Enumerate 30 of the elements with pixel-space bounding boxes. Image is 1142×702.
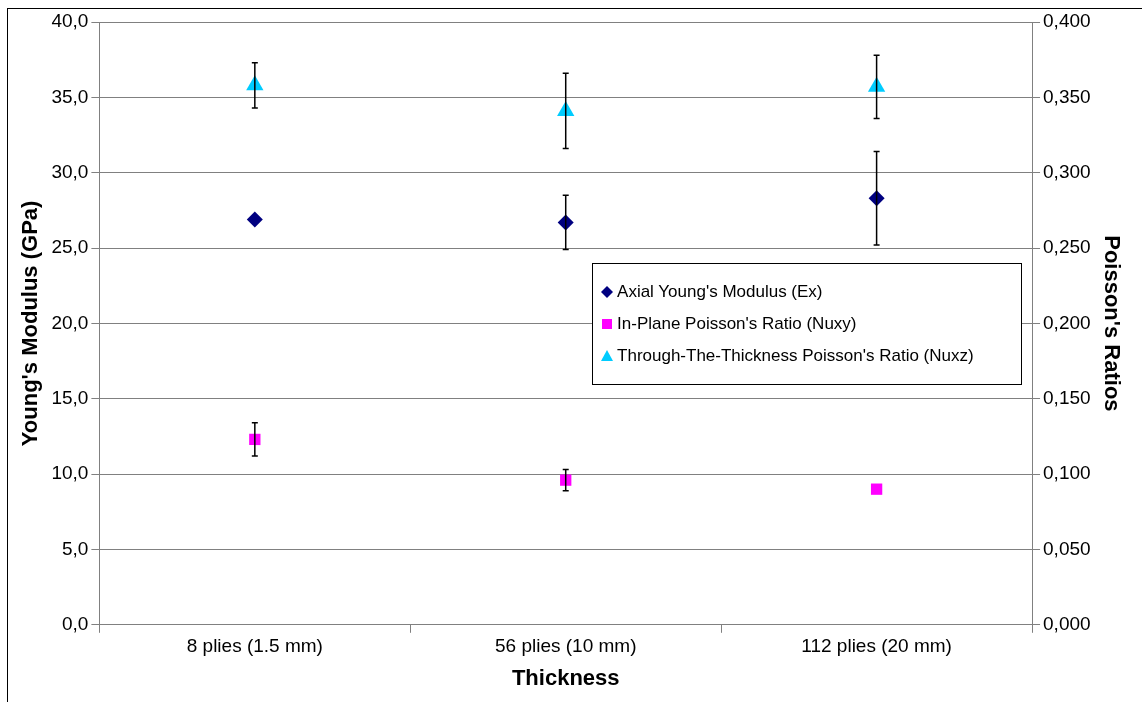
y2-tick-label: 0,100 [1043,462,1091,484]
y-axis-title: Young's Modulus (GPa) [17,200,43,447]
x-tick-label: 112 plies (20 mm) [801,635,952,657]
legend-label: Through-The-Thickness Poisson's Ratio (Nuxz) [617,346,974,367]
y2-tick-label: 0,200 [1043,311,1091,333]
legend-label: In-Plane Poisson's Ratio (Nuxy) [617,314,857,335]
x-axis-title: Thickness [511,664,620,690]
y-tick-label: 0,0 [61,613,89,635]
legend-label: Axial Young's Modulus (Ex) [617,282,823,303]
y2-tick-label: 0,300 [1043,160,1091,182]
point [870,483,883,495]
y2-tick-label: 0,050 [1043,537,1091,559]
y2-tick-label: 0,350 [1043,85,1091,107]
y-tick-label: 40,0 [51,10,89,32]
y2-axis-title: Poisson's Ratios [1099,235,1125,412]
y-tick-label: 5,0 [61,537,89,559]
y-tick-label: 20,0 [51,311,89,333]
y2-tick-label: 0,000 [1043,613,1091,635]
y2-tick-label: 0,150 [1043,386,1091,408]
x-tick-label: 56 plies (10 mm) [494,635,637,657]
y2-tick-label: 0,400 [1043,10,1091,32]
y2-tick-label: 0,250 [1043,236,1091,258]
y-tick-label: 30,0 [51,160,89,182]
point [246,211,263,228]
y-tick-label: 15,0 [51,386,89,408]
point [560,474,572,486]
y-tick-label: 10,0 [51,462,89,484]
y-tick-label: 25,0 [51,236,89,258]
x-tick-label: 8 plies (1.5 mm) [186,635,323,657]
y-tick-label: 35,0 [51,85,89,107]
